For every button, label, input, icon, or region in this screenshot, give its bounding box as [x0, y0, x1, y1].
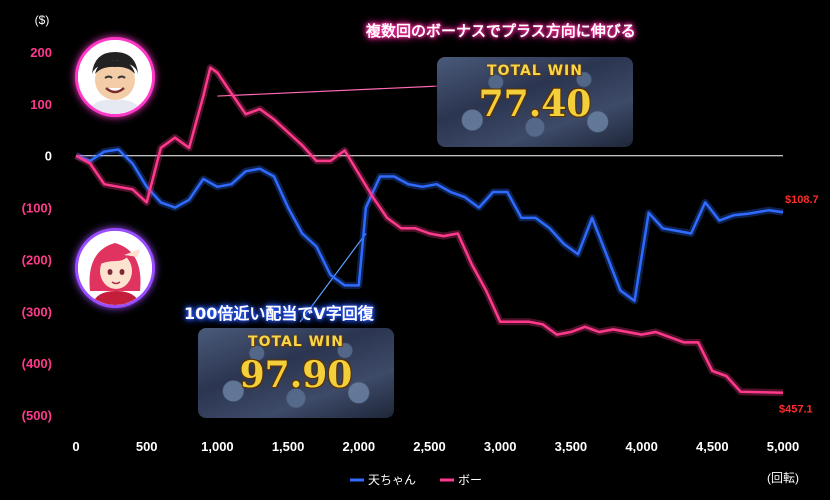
- y-tick-label: 0: [45, 149, 52, 164]
- annotation-bonus-text: 複数回のボーナスでプラス方向に伸びる: [366, 22, 636, 40]
- series-line-bo: [75, 66, 784, 394]
- y-tick-label: (500): [22, 408, 52, 423]
- total-win-value-1: 77.40: [478, 83, 592, 125]
- series-line-ten: [75, 148, 784, 303]
- x-tick-label: 2,500: [413, 439, 446, 454]
- total-win-value-2: 97.90: [239, 354, 353, 396]
- total-win-title-2: TOTAL WIN: [248, 334, 344, 350]
- x-tick-label: 2,000: [343, 439, 376, 454]
- y-tick-label: 200: [30, 45, 52, 60]
- x-tick-label: 3,500: [555, 439, 588, 454]
- x-tick-label: 5,000: [767, 439, 800, 454]
- annotation-v-recovery-text: 100倍近い配当でV字回復: [184, 304, 374, 323]
- legend: 天ちゃん ボー: [350, 473, 482, 487]
- y-tick-label: 100: [30, 97, 52, 112]
- legend-label-bo: ボー: [458, 473, 482, 487]
- avatar-bo-face-icon: [78, 231, 152, 305]
- end-label-ten: $108.7: [785, 194, 819, 206]
- y-axis-label: ($): [35, 13, 50, 27]
- slot-reel-pattern: [437, 57, 633, 147]
- x-tick-label: 3,000: [484, 439, 517, 454]
- y-tick-label: (200): [22, 252, 52, 267]
- total-win-title-1: TOTAL WIN: [487, 63, 583, 79]
- series-line-ten-glow: [74, 146, 784, 305]
- x-tick-label: 4,000: [625, 439, 658, 454]
- y-tick-label: (100): [22, 201, 52, 216]
- x-tick-label: 4,500: [696, 439, 729, 454]
- x-tick-label: 500: [136, 439, 158, 454]
- x-axis-label: (回転): [767, 471, 799, 485]
- x-tick-label: 1,500: [272, 439, 305, 454]
- end-label-bo: $457.1: [779, 404, 813, 416]
- total-win-panel-2: TOTAL WIN 97.90: [198, 328, 394, 418]
- y-tick-label: (400): [22, 356, 52, 371]
- avatar-ten-face-icon: [78, 40, 152, 114]
- y-tick-label: (300): [22, 304, 52, 319]
- avatar-ten-chan: [75, 37, 155, 117]
- x-tick-label: 1,000: [201, 439, 234, 454]
- callout-line-1: [217, 85, 441, 97]
- slot-reel-pattern: [198, 328, 394, 418]
- legend-label-ten: 天ちゃん: [368, 473, 416, 487]
- x-tick-label: 0: [72, 439, 79, 454]
- avatar-bo: [75, 228, 155, 308]
- total-win-panel-1: TOTAL WIN 77.40: [437, 57, 633, 147]
